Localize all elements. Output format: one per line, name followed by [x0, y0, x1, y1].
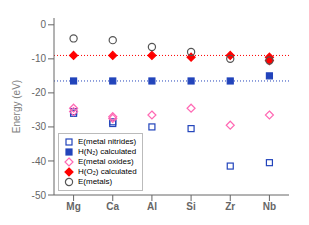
svg-text:-50: -50 — [32, 190, 47, 201]
svg-text:Nb: Nb — [263, 201, 276, 212]
svg-text:Ca: Ca — [106, 201, 119, 212]
svg-text:Si: Si — [186, 201, 196, 212]
html-text:E(metal oxides): E(metal oxides) — [78, 157, 134, 166]
html-text:E(metal nitrides): E(metal nitrides) — [78, 137, 137, 146]
svg-text:0: 0 — [40, 19, 46, 30]
svg-text:-20: -20 — [32, 87, 47, 98]
svg-text:Mg: Mg — [66, 201, 80, 212]
html-text:H(N₂) calculated: H(N₂) calculated — [78, 147, 137, 156]
svg-text:Zr: Zr — [225, 201, 235, 212]
svg-text:-10: -10 — [32, 53, 47, 64]
svg-text:Energy (eV): Energy (eV) — [11, 80, 22, 133]
svg-text:-30: -30 — [32, 121, 47, 132]
html-text:H(O₂) calculated: H(O₂) calculated — [78, 167, 137, 176]
html-text:E(metals): E(metals) — [78, 177, 113, 186]
svg-text:Al: Al — [147, 201, 157, 212]
svg-text:-40: -40 — [32, 156, 47, 167]
